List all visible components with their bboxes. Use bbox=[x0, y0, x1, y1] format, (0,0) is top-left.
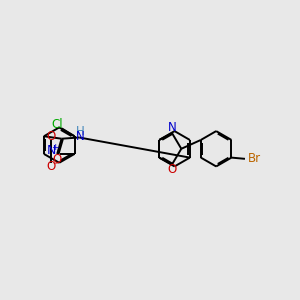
Text: Br: Br bbox=[248, 152, 261, 165]
Text: N: N bbox=[168, 121, 177, 134]
Text: N: N bbox=[46, 145, 56, 158]
Text: O: O bbox=[52, 153, 61, 166]
Text: O: O bbox=[46, 160, 56, 173]
Text: +: + bbox=[51, 142, 58, 152]
Text: H: H bbox=[76, 125, 85, 138]
Text: ⁻: ⁻ bbox=[52, 162, 58, 172]
Text: O: O bbox=[168, 164, 177, 176]
Text: N: N bbox=[76, 130, 85, 143]
Text: Cl: Cl bbox=[52, 118, 63, 131]
Text: O: O bbox=[46, 130, 56, 143]
